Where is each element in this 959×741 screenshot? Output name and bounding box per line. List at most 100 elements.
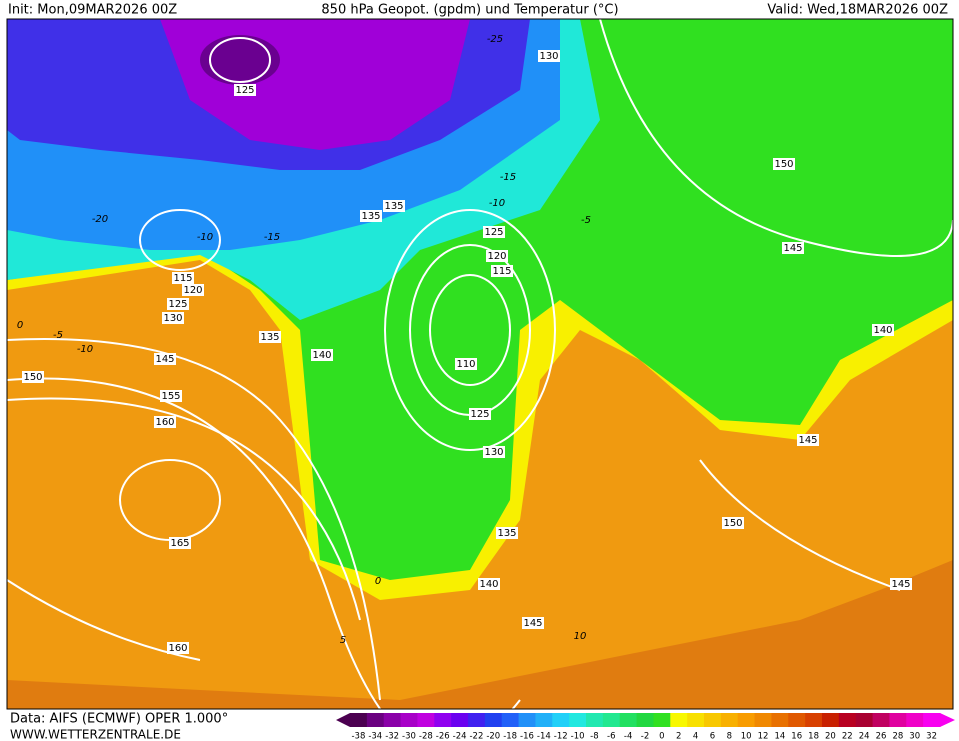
isotherm-label: 5 bbox=[340, 635, 346, 646]
scale-swatch bbox=[754, 713, 772, 727]
isohypse-label-bg bbox=[360, 210, 382, 222]
scale-swatch bbox=[451, 713, 469, 727]
scale-label: 6 bbox=[710, 732, 715, 741]
scale-swatch bbox=[720, 713, 739, 727]
isohypse-label-bg bbox=[22, 371, 44, 383]
isohypse-label-bg bbox=[383, 200, 405, 212]
isotherm-label: -25 bbox=[487, 34, 503, 45]
isohypse-label-bg bbox=[722, 517, 744, 529]
isohypse-label: 145 bbox=[783, 243, 802, 254]
scale-label: 22 bbox=[842, 732, 853, 741]
scale-arrow-right bbox=[940, 713, 955, 727]
isohypse-label: 135 bbox=[260, 332, 279, 343]
scale-label: 20 bbox=[825, 732, 836, 741]
isotherm-label: -10 bbox=[489, 198, 505, 209]
isohypse-label-bg bbox=[782, 242, 804, 254]
isohypse-label: 130 bbox=[484, 447, 503, 458]
isohypse-label-bg bbox=[478, 578, 500, 590]
map bbox=[7, 19, 953, 709]
isohypse-label-bg bbox=[522, 617, 544, 629]
scale-label: 14 bbox=[774, 732, 785, 741]
isohypse-label-bg bbox=[167, 298, 189, 310]
isohypse-label-bg bbox=[469, 408, 491, 420]
init-time: Init: Mon,09MAR2026 00Z bbox=[8, 3, 177, 18]
isohypse-label-bg bbox=[154, 416, 176, 428]
isohypse-label: 125 bbox=[470, 409, 489, 420]
scale-label: -38 bbox=[351, 732, 365, 741]
scale-label: 0 bbox=[659, 732, 664, 741]
map-frame bbox=[6, 18, 954, 710]
scale-arrow-left bbox=[336, 713, 350, 727]
isotherm-label: -5 bbox=[53, 330, 63, 341]
isohypse-label-bg bbox=[486, 250, 508, 262]
scale-label: -2 bbox=[641, 732, 649, 741]
scale-label: 4 bbox=[693, 732, 698, 741]
scale-swatch bbox=[704, 713, 722, 727]
scale-label: 24 bbox=[859, 732, 870, 741]
isohypse-label-bg bbox=[483, 446, 505, 458]
isohypse-label-bg bbox=[154, 353, 176, 365]
scale-label: -6 bbox=[607, 732, 615, 741]
isohypse-label-bg bbox=[160, 390, 182, 402]
isohypse-label: 150 bbox=[723, 518, 742, 529]
scale-swatch bbox=[518, 713, 536, 727]
scale-swatch bbox=[805, 713, 823, 727]
contour-labels: 1251301501451351351251201151151201251301… bbox=[17, 34, 912, 654]
isohypse-label: 145 bbox=[891, 579, 910, 590]
isohypse-label-bg bbox=[311, 349, 333, 361]
isohypse-label-bg bbox=[172, 272, 194, 284]
isohypse-label-bg bbox=[491, 265, 513, 277]
scale-label: -30 bbox=[402, 732, 416, 741]
scale-swatch bbox=[855, 713, 874, 727]
isohypse-label: 125 bbox=[235, 85, 254, 96]
isotherm-label: 0 bbox=[375, 576, 381, 587]
scale-swatch bbox=[586, 713, 604, 727]
isotherm-label: -5 bbox=[581, 215, 591, 226]
scale-swatch bbox=[535, 713, 553, 727]
scale-swatch bbox=[838, 713, 857, 727]
scale-swatch bbox=[501, 713, 520, 727]
isohypse-label-bg bbox=[538, 50, 560, 62]
isohypse-label: 155 bbox=[161, 391, 180, 402]
scale-swatch bbox=[636, 713, 654, 727]
scale-swatch bbox=[653, 713, 671, 727]
isohypse-label: 160 bbox=[155, 417, 174, 428]
warm-field-south bbox=[7, 560, 953, 709]
scale-swatch bbox=[771, 713, 789, 727]
isotherm-label: -10 bbox=[77, 344, 93, 355]
scale-swatch bbox=[872, 713, 890, 727]
scale-label: 16 bbox=[791, 732, 802, 741]
scale-label: 8 bbox=[727, 732, 732, 741]
isohypse-label-bg bbox=[167, 642, 189, 654]
isohypse-label: 150 bbox=[23, 372, 42, 383]
scale-swatch bbox=[552, 713, 570, 727]
scale-label: -24 bbox=[453, 732, 467, 741]
isohypse-label: 120 bbox=[183, 285, 202, 296]
scale-swatch bbox=[619, 713, 638, 727]
isohypse-label: 135 bbox=[361, 211, 380, 222]
scale-swatch bbox=[400, 713, 418, 727]
scale-label: 28 bbox=[892, 732, 903, 741]
scale-label: 30 bbox=[909, 732, 920, 741]
isohypse-label-bg bbox=[872, 324, 894, 336]
scale-label: 26 bbox=[876, 732, 887, 741]
isohypse-label: 145 bbox=[155, 354, 174, 365]
scale-label: 10 bbox=[741, 732, 752, 741]
isohypse-label-bg bbox=[773, 158, 795, 170]
isohypse-label-bg bbox=[797, 434, 819, 446]
isohypse-label-bg bbox=[234, 84, 256, 96]
isotherm-label: -10 bbox=[197, 232, 213, 243]
scale-label: -8 bbox=[590, 732, 598, 741]
scale-label: -18 bbox=[503, 732, 517, 741]
scale-swatch bbox=[434, 713, 452, 727]
scale-label: -16 bbox=[520, 732, 534, 741]
scale-label: -28 bbox=[419, 732, 433, 741]
isotherm-label: -20 bbox=[92, 214, 108, 225]
isohypse-label-bg bbox=[182, 284, 204, 296]
isohypse-label-bg bbox=[455, 358, 477, 370]
isohypse-label: 130 bbox=[539, 51, 558, 62]
isohypse-label: 110 bbox=[456, 359, 475, 370]
isohypse-label: 135 bbox=[384, 201, 403, 212]
site-url: WWW.WETTERZENTRALE.DE bbox=[10, 728, 181, 741]
